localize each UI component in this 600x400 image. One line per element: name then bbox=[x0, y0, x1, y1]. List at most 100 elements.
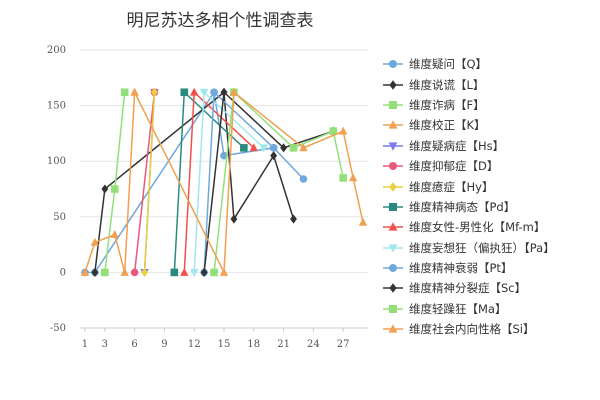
y-tick-label: 150 bbox=[47, 101, 66, 112]
legend-marker bbox=[389, 283, 397, 294]
data-point bbox=[348, 173, 358, 182]
legend-marker bbox=[389, 100, 397, 109]
legend-item[interactable]: 维度精神衰弱【Pt】 bbox=[383, 258, 598, 278]
x-tick-label: 9 bbox=[161, 339, 167, 350]
legend-symbol-icon bbox=[383, 142, 403, 151]
series-line bbox=[203, 90, 334, 273]
legend-marker bbox=[388, 142, 398, 151]
legend: 维度疑问【Q】 维度说谎【L】 维度诈病【F】维度校正【K】维度疑病症【Hs】 维度抑… bbox=[383, 54, 598, 339]
legend-symbol-icon bbox=[383, 202, 403, 211]
legend-item[interactable]: 维度轻躁狂【Ma】 bbox=[383, 299, 598, 319]
legend-marker bbox=[389, 79, 397, 90]
data-point bbox=[229, 87, 239, 96]
x-tick-label: 15 bbox=[218, 339, 231, 350]
legend-marker bbox=[389, 304, 397, 313]
chart-title: 明尼苏达多相个性调查表 bbox=[126, 11, 314, 31]
legend-item[interactable]: 维度抑郁症【D】 bbox=[383, 156, 598, 176]
series-line bbox=[143, 92, 156, 273]
legend-label: 维度抑郁症【D】 bbox=[409, 159, 499, 174]
data-point bbox=[141, 267, 148, 277]
x-tick-label: 27 bbox=[337, 339, 350, 350]
legend-item[interactable]: 维度精神病态【Pd】 bbox=[383, 197, 598, 217]
data-point bbox=[280, 143, 288, 153]
data-point bbox=[120, 88, 129, 97]
legend-item[interactable]: 维度妄想狂（偏执狂）【Pa】 bbox=[383, 238, 598, 258]
legend-symbol-icon bbox=[383, 222, 403, 231]
data-point bbox=[110, 185, 119, 193]
series-10 bbox=[190, 88, 268, 277]
data-point bbox=[170, 268, 179, 277]
legend-marker bbox=[389, 181, 397, 192]
data-point bbox=[91, 267, 99, 277]
data-point bbox=[190, 268, 199, 277]
x-tick-label: 3 bbox=[102, 339, 108, 350]
legend-item[interactable]: 维度癔症【Hy】 bbox=[383, 176, 598, 196]
x-tick-label: 18 bbox=[247, 339, 260, 350]
y-tick-label: 100 bbox=[47, 156, 66, 167]
data-point bbox=[338, 126, 348, 135]
legend-item[interactable]: 维度精神分裂症【Sc】 bbox=[383, 278, 598, 298]
series-9 bbox=[180, 87, 258, 276]
legend-item[interactable]: 维度女性-男性化【Mf-m】 bbox=[383, 217, 598, 237]
series-8 bbox=[170, 88, 248, 277]
data-point bbox=[299, 143, 308, 152]
data-point bbox=[249, 143, 258, 152]
legend-symbol-icon bbox=[383, 324, 403, 333]
legend-label: 维度轻躁狂【Ma】 bbox=[409, 301, 507, 316]
data-point bbox=[269, 144, 278, 152]
data-point bbox=[220, 87, 228, 97]
data-point bbox=[101, 268, 109, 277]
data-point bbox=[299, 175, 308, 183]
data-point bbox=[210, 268, 218, 277]
y-tick-label: 50 bbox=[53, 212, 66, 223]
legend-label: 维度说谎【L】 bbox=[409, 77, 485, 92]
legend-symbol-icon bbox=[383, 244, 403, 253]
data-point bbox=[199, 88, 209, 97]
legend-label: 维度疑问【Q】 bbox=[409, 57, 488, 72]
x-tick-label: 24 bbox=[307, 339, 320, 350]
legend-marker bbox=[388, 222, 398, 231]
y-tick-label: -50 bbox=[50, 323, 66, 334]
series-12 bbox=[200, 87, 337, 277]
data-point bbox=[259, 144, 268, 153]
legend-symbol-icon bbox=[383, 162, 403, 171]
legend-label: 维度女性-男性化【Mf-m】 bbox=[409, 220, 546, 235]
legend-symbol-icon bbox=[383, 181, 403, 192]
legend-marker bbox=[388, 324, 398, 333]
data-point bbox=[180, 88, 189, 97]
x-tick-label: 12 bbox=[188, 339, 201, 350]
legend-label: 维度妄想狂（偏执狂）【Pa】 bbox=[409, 240, 555, 255]
legend-item[interactable]: 维度疑病症【Hs】 bbox=[383, 136, 598, 156]
legend-item[interactable]: 维度校正【K】 bbox=[383, 115, 598, 135]
legend-label: 维度诈病【F】 bbox=[409, 97, 485, 112]
legend-item[interactable]: 维度疑问【Q】 bbox=[383, 54, 598, 74]
legend-item[interactable]: 维度诈病【F】 bbox=[383, 95, 598, 115]
data-point bbox=[110, 230, 119, 239]
data-point bbox=[80, 267, 90, 276]
data-point bbox=[101, 184, 109, 194]
legend-marker bbox=[389, 162, 397, 171]
x-tick-label: 6 bbox=[131, 339, 137, 350]
legend-symbol-icon bbox=[383, 120, 403, 129]
data-point bbox=[180, 267, 189, 276]
legend-marker bbox=[388, 244, 398, 253]
legend-label: 维度精神分裂症【Sc】 bbox=[409, 281, 527, 296]
legend-marker bbox=[389, 202, 397, 211]
data-point bbox=[339, 174, 347, 182]
data-point bbox=[210, 88, 218, 97]
data-point bbox=[270, 151, 278, 161]
x-tick-label: 21 bbox=[277, 339, 290, 350]
legend-marker bbox=[389, 264, 397, 273]
legend-label: 维度精神病态【Pd】 bbox=[409, 199, 516, 214]
data-point bbox=[240, 144, 248, 152]
series-line bbox=[104, 92, 126, 273]
data-point bbox=[289, 144, 298, 152]
y-tick-label: 0 bbox=[60, 267, 66, 278]
legend-item[interactable]: 维度社会内向性格【Si】 bbox=[383, 319, 598, 339]
legend-label: 维度疑病症【Hs】 bbox=[409, 138, 505, 153]
data-point bbox=[151, 87, 158, 97]
series-3 bbox=[101, 88, 129, 277]
legend-item[interactable]: 维度说谎【L】 bbox=[383, 74, 598, 94]
data-point bbox=[120, 267, 129, 276]
legend-symbol-icon bbox=[383, 79, 403, 90]
